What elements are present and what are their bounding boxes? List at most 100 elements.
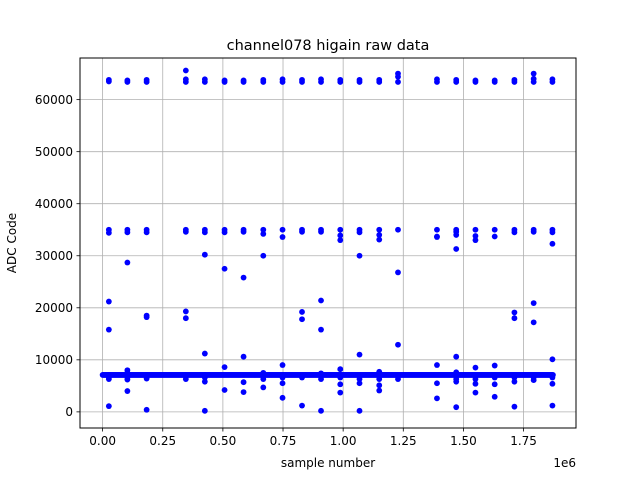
x-tick-label: 1.75: [510, 434, 537, 448]
data-point: [201, 229, 208, 236]
data-point: [511, 229, 518, 236]
data-point: [376, 76, 383, 83]
x-tick-label: 1.00: [330, 434, 357, 448]
data-point: [434, 76, 440, 83]
data-point: [472, 226, 479, 233]
data-point: [279, 226, 286, 233]
data-point: [240, 274, 247, 281]
data-point: [201, 350, 208, 357]
data-point: [376, 232, 383, 238]
data-point: [395, 79, 401, 85]
data-point: [337, 389, 344, 396]
data-point: [260, 384, 267, 391]
data-point: [182, 376, 189, 382]
data-point: [453, 246, 460, 252]
data-point: [105, 372, 112, 378]
data-point: [530, 228, 537, 235]
data-point: [143, 76, 150, 83]
data-point: [105, 76, 112, 83]
data-point: [395, 73, 401, 80]
data-point: [453, 369, 460, 376]
data-point: [511, 403, 518, 410]
data-point: [511, 378, 518, 385]
data-point: [260, 226, 267, 233]
data-point: [240, 77, 247, 84]
x-tick-label: 0.00: [89, 434, 116, 448]
data-point: [491, 233, 498, 240]
y-tick-label: 30000: [35, 249, 73, 263]
data-point: [240, 353, 247, 360]
data-point: [356, 380, 363, 387]
data-point: [549, 402, 556, 409]
data-point: [549, 229, 556, 236]
data-point: [279, 362, 286, 368]
data-point: [434, 226, 440, 233]
data-point: [240, 379, 247, 386]
data-point: [318, 76, 324, 83]
data-point: [453, 404, 460, 411]
axis-ticks: 0.00 0.25 0.50 0.75 1.00 1.25 1.50 1.75 0 10000 20…: [35, 93, 537, 448]
data-point: [376, 382, 383, 389]
data-point: [491, 374, 498, 381]
data-point: [318, 326, 324, 333]
data-point: [240, 228, 247, 235]
data-point: [549, 374, 556, 381]
y-axis-label: ADC Code: [5, 213, 19, 273]
data-point: [182, 308, 189, 315]
data-point: [434, 234, 440, 240]
data-point: [356, 252, 363, 259]
data-point: [124, 77, 131, 84]
data-point: [201, 76, 208, 83]
data-point: [472, 237, 479, 244]
data-point: [201, 372, 208, 378]
x-tick-label: 0.75: [270, 434, 297, 448]
y-tick-label: 50000: [35, 145, 73, 159]
data-point: [511, 76, 518, 83]
data-point: [124, 259, 131, 266]
data-point: [299, 76, 305, 83]
data-point: [491, 393, 498, 400]
data-point: [472, 233, 479, 239]
data-point: [299, 316, 305, 323]
data-point: [279, 394, 286, 401]
data-point: [105, 298, 112, 305]
x-axis-offset-label: 1e6: [553, 456, 576, 470]
data-point: [221, 364, 228, 371]
x-axis-label: sample number: [281, 456, 375, 470]
grid-lines: [80, 58, 576, 428]
data-point: [453, 232, 460, 238]
x-tick-label: 1.25: [390, 434, 417, 448]
data-point: [491, 362, 498, 369]
data-point: [124, 369, 131, 376]
data-point: [182, 228, 189, 235]
x-tick-label: 0.50: [210, 434, 237, 448]
data-point: [376, 236, 383, 243]
data-point: [143, 372, 150, 378]
data-point: [143, 406, 150, 413]
data-point: [356, 376, 363, 382]
y-tick-label: 0: [65, 405, 73, 419]
data-point: [221, 265, 228, 272]
data-point: [201, 407, 208, 414]
data-point: [356, 229, 363, 236]
data-point: [376, 387, 383, 394]
data-point: [318, 407, 324, 414]
data-point: [124, 388, 131, 394]
chart-title: channel078 higain raw data: [227, 38, 430, 54]
data-point: [491, 77, 498, 84]
data-point: [260, 369, 267, 376]
data-point: [472, 380, 479, 387]
data-point: [318, 228, 324, 235]
x-tick-label: 1.50: [450, 434, 477, 448]
data-point: [356, 351, 363, 358]
data-point: [201, 378, 208, 385]
data-point: [395, 269, 401, 276]
y-tick-label: 20000: [35, 301, 73, 315]
data-point: [549, 380, 556, 387]
data-point: [376, 376, 383, 382]
data-point: [530, 319, 537, 326]
data-point: [279, 380, 286, 387]
data-point: [434, 380, 440, 387]
data-point: [356, 76, 363, 83]
data-point: [124, 376, 131, 383]
